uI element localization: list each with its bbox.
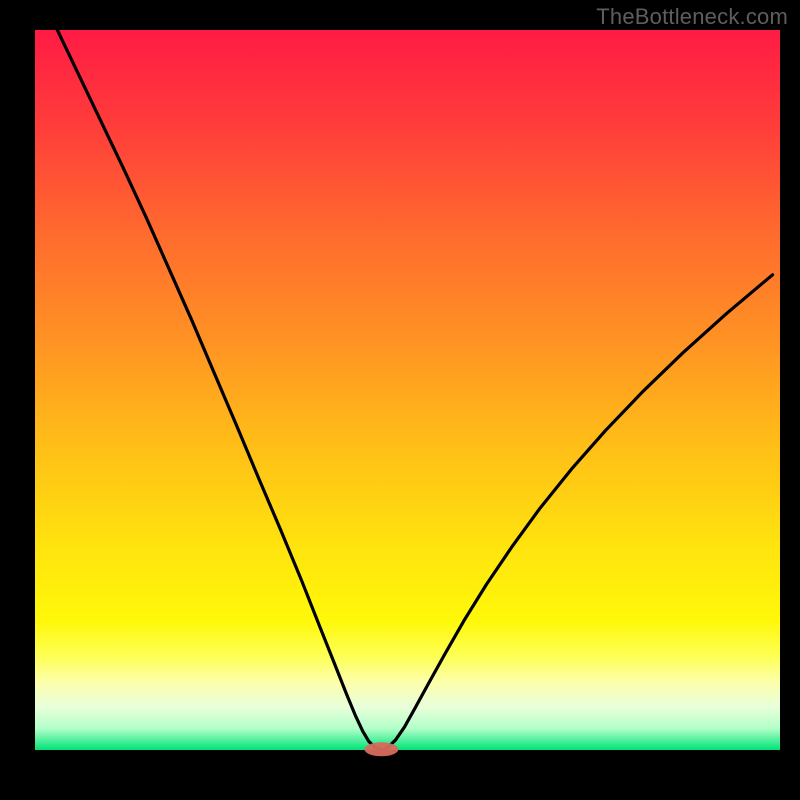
chart-svg: [0, 0, 800, 800]
watermark-label: TheBottleneck.com: [596, 4, 788, 30]
plot-background: [35, 30, 780, 750]
min-point-marker: [364, 742, 398, 756]
chart-stage: TheBottleneck.com: [0, 0, 800, 800]
